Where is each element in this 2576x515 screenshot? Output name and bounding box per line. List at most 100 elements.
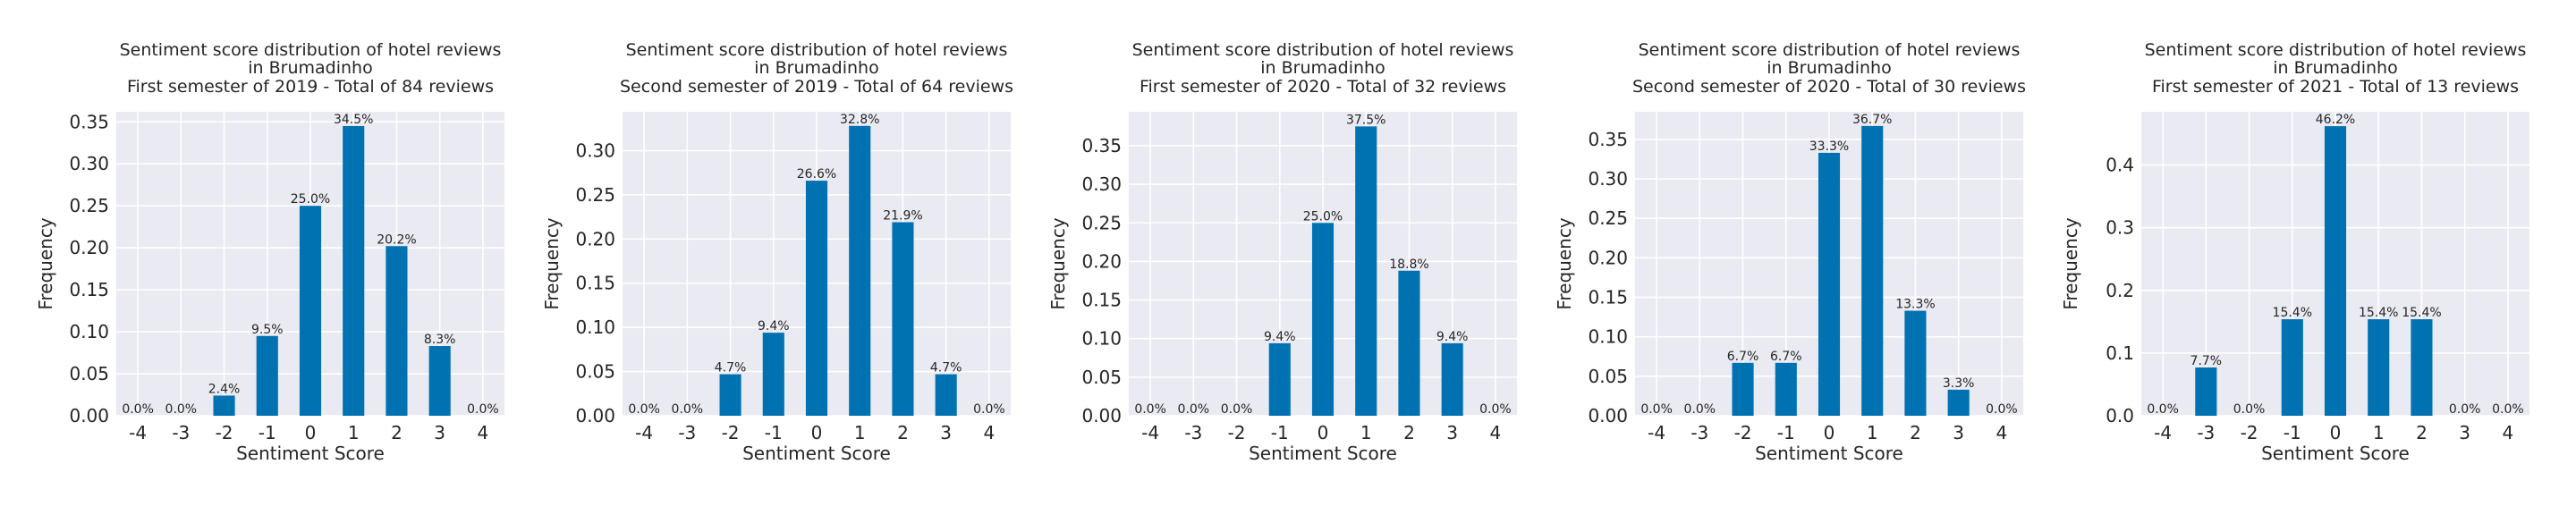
bar-label: 36.7%: [1852, 113, 1892, 127]
x-axis-label: Sentiment Score: [742, 443, 891, 464]
bar-label: 0.0%: [165, 402, 198, 417]
bar-label: 0.0%: [1986, 402, 2018, 417]
bar-label: 4.7%: [715, 361, 747, 376]
x-tick-label: 2: [1910, 422, 1921, 443]
bar-label: 0.0%: [1178, 402, 1210, 417]
y-tick-label: 0.10: [69, 321, 109, 342]
x-axis-label: Sentiment Score: [236, 443, 385, 464]
bar-label: 0.0%: [1684, 402, 1716, 417]
y-tick-label: 0.35: [69, 111, 109, 132]
bar: [1861, 125, 1884, 416]
chart-panel-2: 0.00 0.05 0.10 0.15 0.20 0.25 0.30 -4 -3 -2 -1 0 1 2 3…: [541, 40, 1013, 464]
bar-label: 25.0%: [291, 192, 330, 207]
bar: [1818, 152, 1841, 417]
y-axis-label: Frequency: [1554, 217, 1575, 309]
chart-panel-4: 0.00 0.05 0.10 0.15 0.20 0.25 0.30 0.35 -4 -3 -2 -1…: [1554, 40, 2026, 464]
bar: [299, 206, 322, 416]
chart-panel-3: 0.00 0.05 0.10 0.15 0.20 0.25 0.30 0.35 -4 -3 -2 -1…: [1047, 40, 1517, 464]
bar-label: 9.4%: [758, 319, 790, 333]
x-tick-label: -1: [2284, 422, 2301, 443]
chart-title-line: First semester of 2021 - Total of 13 rev…: [2152, 77, 2519, 97]
x-tick-label: -2: [1228, 422, 1246, 443]
y-tick-label: 0.20: [69, 237, 109, 258]
y-axis-label: Frequency: [1047, 217, 1069, 309]
y-tick-label: 0.20: [575, 228, 615, 249]
y-tick-label: 0.25: [1588, 207, 1628, 229]
x-tick-label: 4: [1996, 422, 2008, 443]
x-tick-label: 1: [348, 422, 360, 443]
bar: [1268, 342, 1291, 416]
bar-label: 26.6%: [797, 167, 836, 182]
y-tick-label: 0.15: [575, 273, 615, 294]
bar: [1398, 270, 1420, 416]
x-tick-label: -2: [216, 422, 233, 443]
bar: [1355, 126, 1377, 416]
x-tick-label: -2: [1734, 422, 1752, 443]
y-tick-label: 0.15: [1588, 287, 1628, 308]
y-tick-label: 0.30: [69, 153, 109, 174]
x-tick-label: 2: [1403, 422, 1415, 443]
y-tick-label: 0.2: [2106, 280, 2134, 301]
y-tick-label: 0.05: [69, 363, 109, 384]
x-tick-label: 3: [940, 422, 952, 443]
y-tick-label: 0.25: [69, 195, 109, 216]
y-tick-label: 0.00: [575, 405, 615, 426]
bar-label: 25.0%: [1303, 209, 1343, 224]
bar-label: 0.0%: [1479, 402, 1512, 417]
bar: [719, 374, 741, 416]
bar-label: 0.0%: [2147, 402, 2179, 417]
bar-label: 2.4%: [208, 382, 241, 396]
bar: [849, 125, 871, 416]
bar-label: 6.7%: [1770, 350, 1802, 364]
chart-title-line: in Brumadinho: [248, 58, 372, 78]
y-axis-label: Frequency: [541, 217, 563, 309]
bar-label: 0.0%: [122, 402, 154, 417]
bar: [935, 374, 957, 416]
bar-label: 13.3%: [1895, 298, 1935, 312]
bar: [892, 222, 914, 416]
bar-label: 0.0%: [2492, 402, 2524, 417]
y-tick-label: 0.10: [1081, 328, 1122, 350]
chart-title-line: in Brumadinho: [2273, 58, 2397, 78]
x-tick-label: -3: [2197, 422, 2215, 443]
x-tick-label: -3: [172, 422, 190, 443]
y-tick-label: 0.20: [1081, 250, 1122, 272]
bar-label: 15.4%: [2359, 306, 2398, 320]
bar-label: 0.0%: [1221, 402, 1253, 417]
chart-title-line: Sentiment score distribution of hotel re…: [1639, 40, 2021, 60]
x-tick-label: 4: [478, 422, 489, 443]
bar-label: 20.2%: [377, 232, 416, 247]
x-tick-label: 3: [434, 422, 445, 443]
bar: [2324, 126, 2347, 416]
x-tick-label: -1: [1777, 422, 1795, 443]
y-axis-label: Frequency: [35, 217, 56, 309]
x-tick-label: 4: [984, 422, 996, 443]
bar-label: 9.5%: [251, 323, 284, 337]
bar-label: 21.9%: [883, 209, 922, 224]
bar: [1441, 342, 1463, 416]
bar: [2195, 367, 2217, 416]
bar: [386, 246, 408, 416]
bar: [343, 125, 365, 416]
y-tick-label: 0.05: [1081, 367, 1122, 388]
bar-label: 0.0%: [672, 402, 704, 417]
y-tick-label: 0.25: [1081, 212, 1122, 233]
bar: [762, 333, 784, 416]
x-axis-label: Sentiment Score: [1249, 443, 1397, 464]
bar-label: 0.0%: [2233, 402, 2266, 417]
x-tick-label: 0: [811, 422, 823, 443]
bar: [1775, 362, 1797, 416]
chart-title-line: Sentiment score distribution of hotel re…: [120, 40, 502, 60]
bar: [213, 395, 235, 416]
bar: [1904, 310, 1927, 416]
bar: [256, 335, 278, 416]
x-axis-label: Sentiment Score: [1755, 443, 1903, 464]
y-tick-label: 0.35: [1588, 129, 1628, 150]
bar-label: 9.4%: [1436, 330, 1469, 344]
y-tick-label: 0.3: [2106, 217, 2134, 239]
bar-label: 4.7%: [930, 361, 962, 376]
bar: [1947, 389, 1970, 416]
bar-label: 7.7%: [2190, 354, 2223, 368]
y-tick-label: 0.10: [575, 317, 615, 338]
